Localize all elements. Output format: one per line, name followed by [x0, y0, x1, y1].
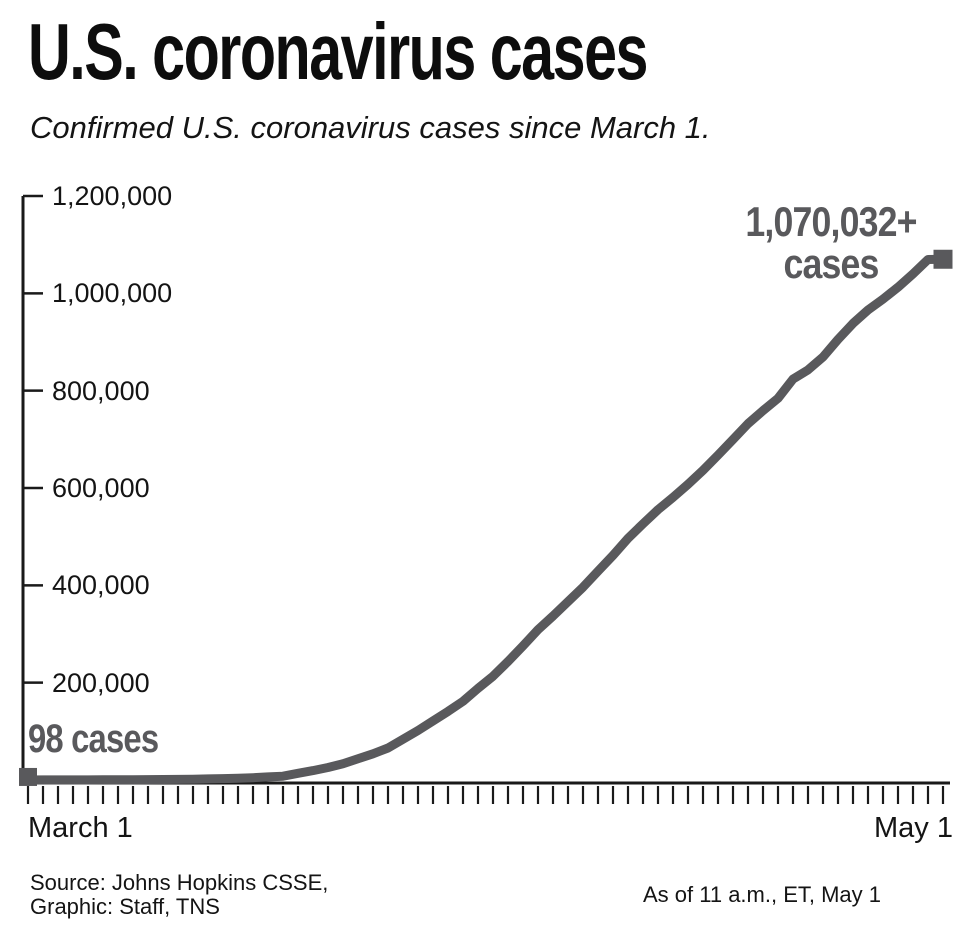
- end-point-marker: [933, 249, 953, 269]
- end-value-annotation: 1,070,032+ cases: [720, 201, 943, 285]
- x-axis-label-end: May 1: [874, 812, 953, 844]
- source-credit: Source: Johns Hopkins CSSE, Graphic: Sta…: [30, 871, 328, 919]
- end-value-annotation-unit: cases: [783, 240, 879, 287]
- y-axis-tick-label: 1,000,000: [52, 278, 173, 309]
- source-line: Source: Johns Hopkins CSSE,: [30, 870, 329, 895]
- chart-subtitle: Confirmed U.S. coronavirus cases since M…: [30, 110, 711, 145]
- cases-line-series: [27, 254, 944, 785]
- start-point-marker: [19, 767, 37, 786]
- y-axis-tick-label: 200,000: [52, 667, 150, 698]
- y-axis-tick-label: 800,000: [52, 375, 150, 406]
- chart-title: U.S. coronavirus cases: [28, 7, 648, 96]
- y-axis-tick-label: 400,000: [52, 570, 150, 601]
- y-axis-tick-label: 600,000: [52, 473, 150, 503]
- start-value-annotation: 98 cases: [28, 717, 159, 761]
- end-value-annotation-number: 1,070,032+: [745, 198, 917, 245]
- y-axis-tick-label: 1,200,000: [52, 181, 173, 211]
- x-axis-label-start: March 1: [28, 812, 133, 844]
- as-of-note: As of 11 a.m., ET, May 1: [643, 882, 882, 907]
- graphic-credit-line: Graphic: Staff, TNS: [30, 894, 220, 919]
